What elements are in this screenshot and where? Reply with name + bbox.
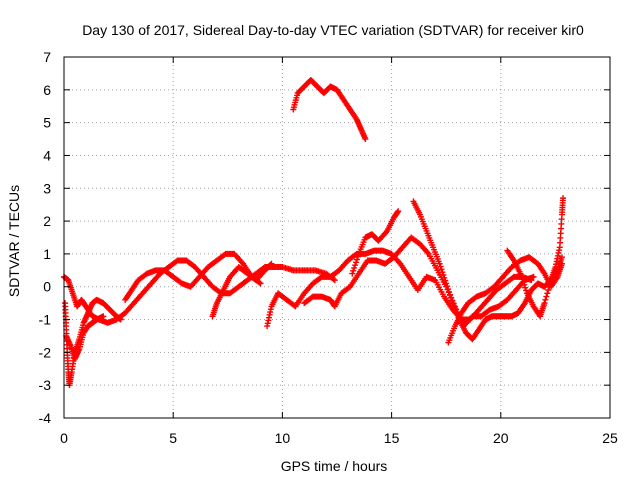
data-point [530,273,537,280]
data-point [442,277,449,284]
x-axis-label: GPS time / hours [281,458,388,474]
y-tick-label: 7 [43,49,51,65]
y-tick-label: 4 [43,147,51,163]
data-point [523,287,530,294]
data-point [560,195,567,202]
data-point [544,290,551,297]
data-point [440,272,447,279]
data-point [542,296,549,303]
data-point [436,260,443,267]
data-point [354,253,361,260]
data-point [521,281,528,288]
data-point [558,254,565,261]
y-tick-label: -3 [39,377,52,393]
data-point [446,288,453,295]
chart-title: Day 130 of 2017, Sidereal Day-to-day VTE… [82,22,584,38]
series-track-5 [209,260,275,320]
data-point [395,208,402,215]
series-track-12 [290,76,369,143]
data-point [437,263,444,270]
data-point [353,256,360,263]
plot-frame [63,56,611,419]
data-point [350,267,357,274]
x-tick-label: 20 [493,430,509,446]
data-point [441,274,448,281]
data-point [522,284,529,291]
data-point [541,300,548,307]
x-tick-label: 10 [275,430,291,446]
data-point [446,291,453,298]
data-point [267,261,274,268]
y-tick-label: 1 [43,246,51,262]
data-point [256,279,263,286]
data-point [362,136,369,143]
x-tick-label: 25 [602,430,618,446]
data-point [543,293,550,300]
data-point [331,277,338,284]
y-tick-label: 3 [43,180,51,196]
y-tick-label: 6 [43,82,51,98]
data-point [520,279,527,286]
data-point [444,283,451,290]
y-tick-label: -4 [39,410,52,426]
data-point [100,313,107,320]
data-point [351,264,358,271]
data-point [545,287,552,294]
y-tick-label: 2 [43,213,51,229]
data-point [445,286,452,293]
x-tick-label: 0 [60,430,68,446]
y-tick-label: -2 [39,344,52,360]
x-tick-label: 15 [384,430,400,446]
data-point [117,316,124,323]
y-axis-label: SDTVAR / TECUs [6,185,22,297]
x-tick-label: 5 [169,430,177,446]
axis-ticks: 0 5 10 15 20 25 -4 -3 -2 -1 0 1 2 3 4 5 6 7 [39,49,618,446]
data-point [353,259,360,266]
data-point [448,297,455,304]
data-point [443,280,450,287]
series-track-11 [504,195,567,320]
data-point [268,260,275,267]
series-track-3 [63,313,107,362]
data-point [349,270,356,277]
data-point [447,294,454,301]
data-point [257,280,264,287]
y-tick-label: -1 [39,312,52,328]
grid [64,57,610,418]
series-track-8 [349,208,402,277]
y-tick-label: 5 [43,115,51,131]
data-point [352,262,359,269]
y-tick-label: 0 [43,279,51,295]
data-point [519,276,526,283]
data-point [558,260,565,267]
data-point [438,266,445,273]
data-point [518,273,525,280]
data-point [547,280,554,287]
data-points [61,76,567,389]
data-point [439,269,446,276]
data-point [517,270,524,277]
data-point [546,283,553,290]
